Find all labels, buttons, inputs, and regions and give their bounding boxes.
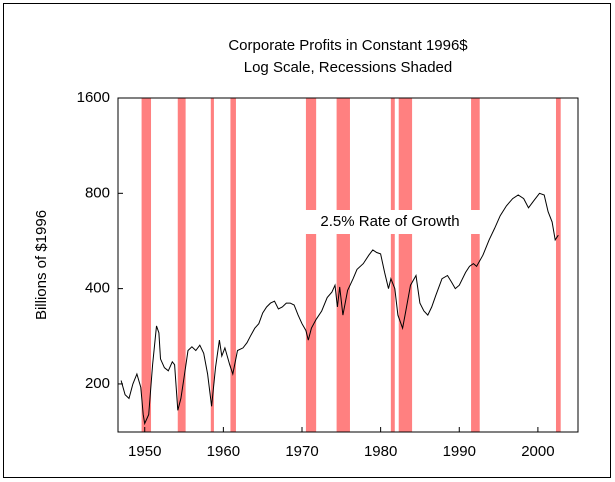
y-tick-label: 1600 bbox=[77, 89, 110, 106]
x-tick-label: 2000 bbox=[521, 443, 554, 460]
x-tick-label: 1990 bbox=[443, 443, 476, 460]
x-tick-label: 1960 bbox=[207, 443, 240, 460]
recession-band bbox=[141, 98, 152, 432]
y-tick-label: 400 bbox=[85, 280, 110, 297]
x-tick-label: 1980 bbox=[364, 443, 397, 460]
chart-title: Corporate Profits in Constant 1996$ bbox=[228, 37, 468, 54]
plot-border bbox=[117, 97, 579, 433]
chart-subtitle: Log Scale, Recessions Shaded bbox=[244, 59, 452, 76]
recession-band bbox=[336, 98, 350, 432]
annotation: 2.5% Rate of Growth bbox=[320, 213, 459, 230]
y-tick-label: 800 bbox=[85, 184, 110, 201]
y-tick-label: 200 bbox=[85, 375, 110, 392]
recession-band bbox=[230, 98, 236, 432]
recession-band bbox=[555, 98, 561, 432]
x-tick-label: 1970 bbox=[285, 443, 318, 460]
y-axis-label: Billions of $1996 bbox=[33, 210, 50, 320]
recession-band bbox=[398, 98, 413, 432]
recession-band bbox=[177, 98, 186, 432]
profit-line bbox=[120, 192, 559, 426]
annotation-box bbox=[298, 210, 482, 234]
recession-band bbox=[305, 98, 317, 432]
x-tick-label: 1950 bbox=[128, 443, 161, 460]
recession-band bbox=[390, 98, 395, 432]
recession-band bbox=[210, 98, 214, 432]
